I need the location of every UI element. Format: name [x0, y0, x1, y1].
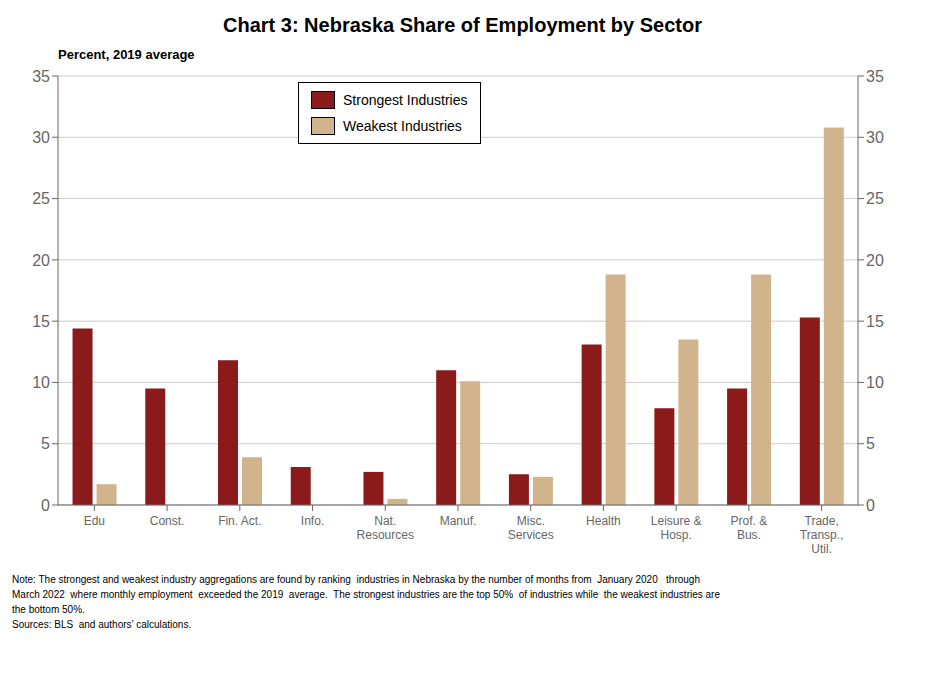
svg-text:25: 25: [32, 190, 50, 207]
svg-text:25: 25: [866, 190, 884, 207]
svg-text:10: 10: [866, 374, 884, 391]
html-text:Chart 3: Nebraska Share of Emp: Chart 3: Nebraska Share of Employment by…: [223, 14, 702, 36]
svg-text:Leisure &Hosp.: Leisure &Hosp.: [651, 514, 702, 542]
svg-text:Prof. &Bus.: Prof. &Bus.: [731, 514, 768, 542]
svg-text:Health: Health: [586, 514, 621, 528]
svg-text:35: 35: [866, 68, 884, 85]
html-text:Note: The strongest and weakes: Note: The strongest and weakest industry…: [12, 574, 700, 585]
svg-text:30: 30: [866, 129, 884, 146]
svg-text:Const.: Const.: [150, 514, 185, 528]
svg-text:Edu: Edu: [84, 514, 105, 528]
svg-text:5: 5: [866, 435, 875, 452]
svg-text:Nat.Resources: Nat.Resources: [357, 514, 414, 542]
html-text:the bottom 50%.: the bottom 50%.: [12, 604, 85, 615]
svg-text:20: 20: [866, 252, 884, 269]
svg-text:10: 10: [32, 374, 50, 391]
svg-text:0: 0: [866, 497, 875, 514]
svg-text:Trade,Transp.,Util.: Trade,Transp.,Util.: [800, 514, 844, 556]
svg-text:20: 20: [32, 252, 50, 269]
svg-text:35: 35: [32, 68, 50, 85]
html-text:Sources: BLS and authors’ calc: Sources: BLS and authors’ calculations.: [12, 619, 192, 630]
html-text:March 2022 where monthly emplo: March 2022 where monthly employment exce…: [12, 589, 720, 600]
svg-text:Manuf.: Manuf.: [440, 514, 477, 528]
svg-text:30: 30: [32, 129, 50, 146]
svg-text:Info.: Info.: [301, 514, 324, 528]
html-text:Percent, 2019 average: Percent, 2019 average: [58, 47, 195, 62]
svg-text:5: 5: [41, 435, 50, 452]
html-text:Strongest Industries: Strongest Industries: [343, 92, 468, 108]
svg-text:15: 15: [866, 313, 884, 330]
svg-text:15: 15: [32, 313, 50, 330]
svg-text:Fin. Act.: Fin. Act.: [218, 514, 261, 528]
svg-text:0: 0: [41, 497, 50, 514]
html-text:Weakest Industries: Weakest Industries: [343, 118, 462, 134]
svg-text:Misc.Services: Misc.Services: [508, 514, 554, 542]
